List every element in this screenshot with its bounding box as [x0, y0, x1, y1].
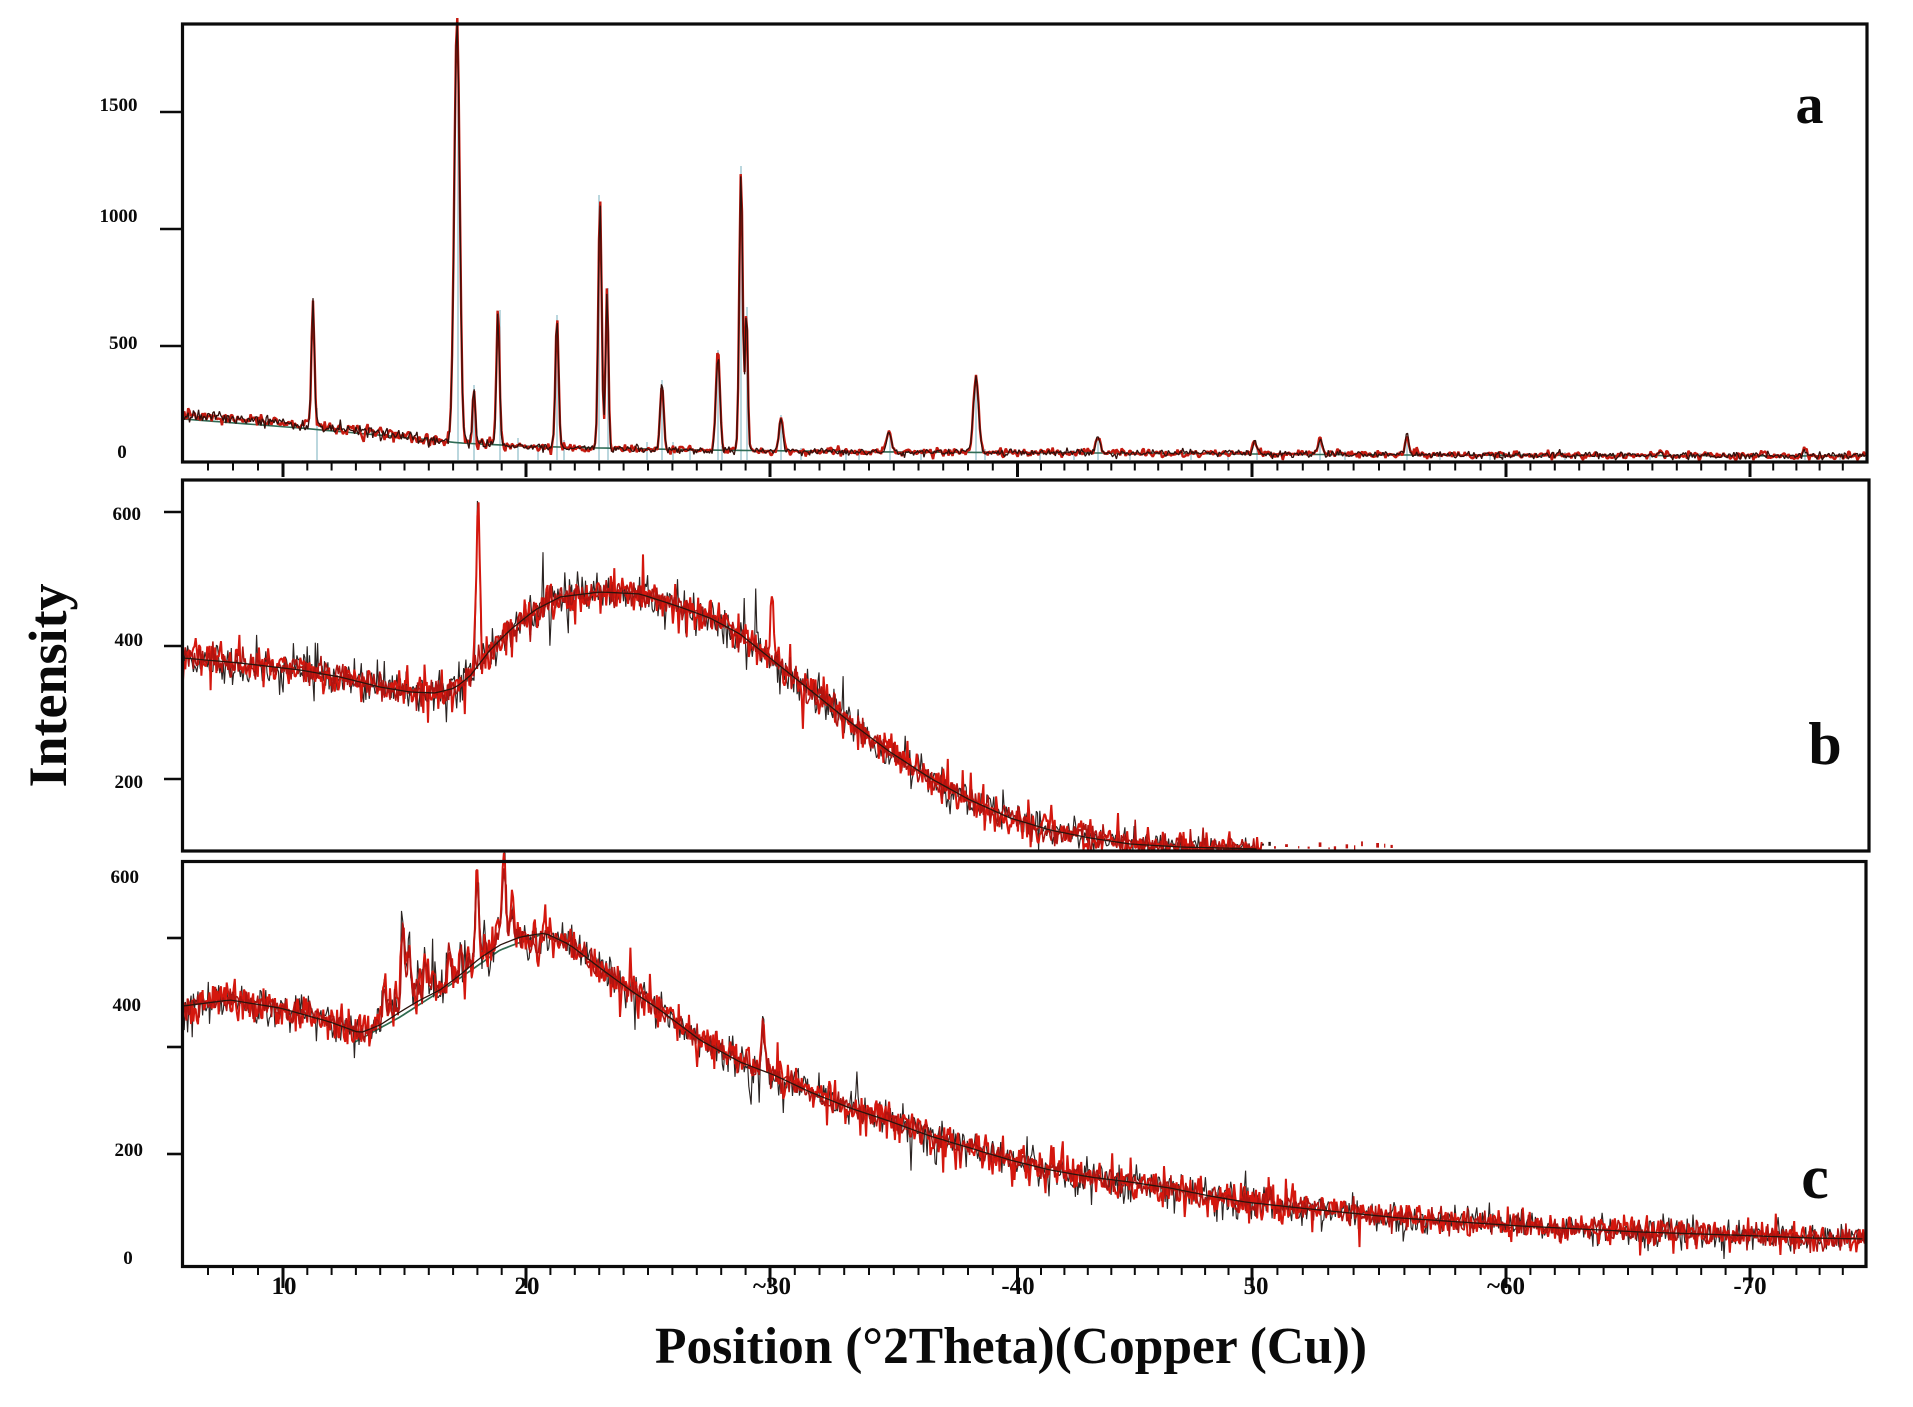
svg-text:400: 400 [115, 630, 144, 651]
svg-text:20: 20 [515, 1273, 540, 1300]
svg-text:Intensity: Intensity [18, 583, 78, 787]
svg-text:b: b [1808, 711, 1841, 777]
svg-text:200: 200 [115, 1140, 144, 1161]
svg-text:500: 500 [109, 333, 138, 354]
svg-text:10: 10 [272, 1273, 297, 1300]
svg-text:1500: 1500 [100, 95, 138, 116]
svg-text:~30: ~30 [753, 1273, 791, 1300]
svg-text:Position (°2Theta)(Copper (Cu): Position (°2Theta)(Copper (Cu)) [655, 1318, 1367, 1375]
svg-text:1000: 1000 [100, 206, 138, 227]
svg-text:600: 600 [111, 867, 140, 888]
svg-text:0: 0 [123, 1248, 133, 1269]
svg-text:c: c [1801, 1144, 1829, 1212]
svg-text:-40: -40 [1001, 1273, 1034, 1300]
svg-text:600: 600 [113, 504, 142, 525]
svg-text:400: 400 [113, 995, 142, 1016]
svg-text:~60: ~60 [1487, 1273, 1525, 1300]
svg-text:-70: -70 [1733, 1273, 1766, 1300]
svg-text:a: a [1796, 74, 1824, 136]
svg-text:50: 50 [1244, 1273, 1269, 1300]
svg-text:0: 0 [117, 442, 127, 463]
svg-text:200: 200 [115, 772, 144, 793]
